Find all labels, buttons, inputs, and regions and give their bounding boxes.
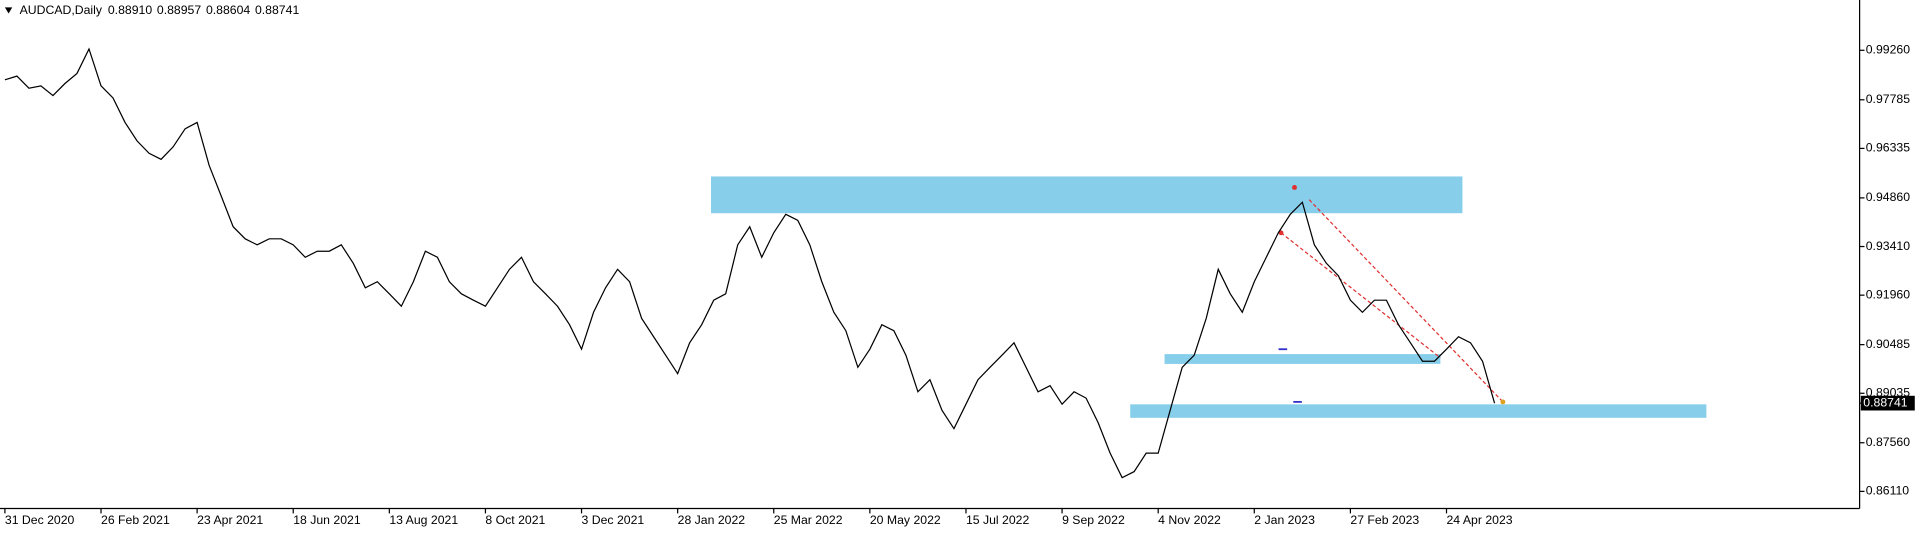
y-tick-label: 0.99260 xyxy=(1866,43,1910,57)
x-tick-label: 13 Aug 2021 xyxy=(389,513,458,527)
x-tick-label: 9 Sep 2022 xyxy=(1062,513,1125,527)
x-tick-label: 31 Dec 2020 xyxy=(5,513,75,527)
x-tick-label: 8 Oct 2021 xyxy=(485,513,545,527)
last-price-tag xyxy=(1860,395,1915,411)
chart-title: AUDCAD,Daily xyxy=(20,3,103,17)
x-tick-label: 4 Nov 2022 xyxy=(1158,513,1221,527)
demand-zone xyxy=(1130,404,1707,418)
quote-close: 0.88741 xyxy=(255,3,299,17)
x-tick-label: 15 Jul 2022 xyxy=(966,513,1030,527)
y-tick-label: 0.87560 xyxy=(1866,435,1910,449)
y-tick-label: 0.94860 xyxy=(1866,190,1910,204)
y-tick-label: 0.96335 xyxy=(1866,141,1910,155)
supply-zone xyxy=(710,176,1463,214)
x-tick-label: 28 Jan 2022 xyxy=(678,513,746,527)
quote-high: 0.88957 xyxy=(157,3,201,17)
y-tick-label: 0.91960 xyxy=(1866,287,1910,301)
pivot-marker xyxy=(1292,185,1297,190)
y-tick-label: 0.90485 xyxy=(1866,337,1910,351)
x-tick-label: 27 Feb 2023 xyxy=(1350,513,1419,527)
trend-line xyxy=(1308,199,1504,403)
trend-line xyxy=(1280,232,1441,359)
quote-open: 0.88910 xyxy=(108,3,152,17)
y-tick-label: 0.86110 xyxy=(1866,484,1910,498)
x-tick-label: 23 Apr 2021 xyxy=(197,513,263,527)
y-tick-label: 0.93410 xyxy=(1866,239,1910,253)
x-tick-label: 26 Feb 2021 xyxy=(101,513,170,527)
quote-low: 0.88604 xyxy=(206,3,250,17)
x-tick-label: 20 May 2022 xyxy=(870,513,941,527)
x-tick-label: 24 Apr 2023 xyxy=(1447,513,1513,527)
last-price-label: 0.88741 xyxy=(1863,395,1907,409)
price-line xyxy=(4,47,1496,479)
x-tick-label: 2 Jan 2023 xyxy=(1254,513,1315,527)
pivot-marker xyxy=(1500,399,1506,405)
x-tick-label: 18 Jun 2021 xyxy=(293,513,361,527)
menu-arrow[interactable] xyxy=(4,7,13,14)
x-tick-label: 25 Mar 2022 xyxy=(774,513,843,527)
plot xyxy=(4,47,1496,479)
y-tick-label: 0.97785 xyxy=(1866,92,1910,106)
x-tick-label: 3 Dec 2021 xyxy=(582,513,645,527)
support-zone xyxy=(1164,354,1441,364)
